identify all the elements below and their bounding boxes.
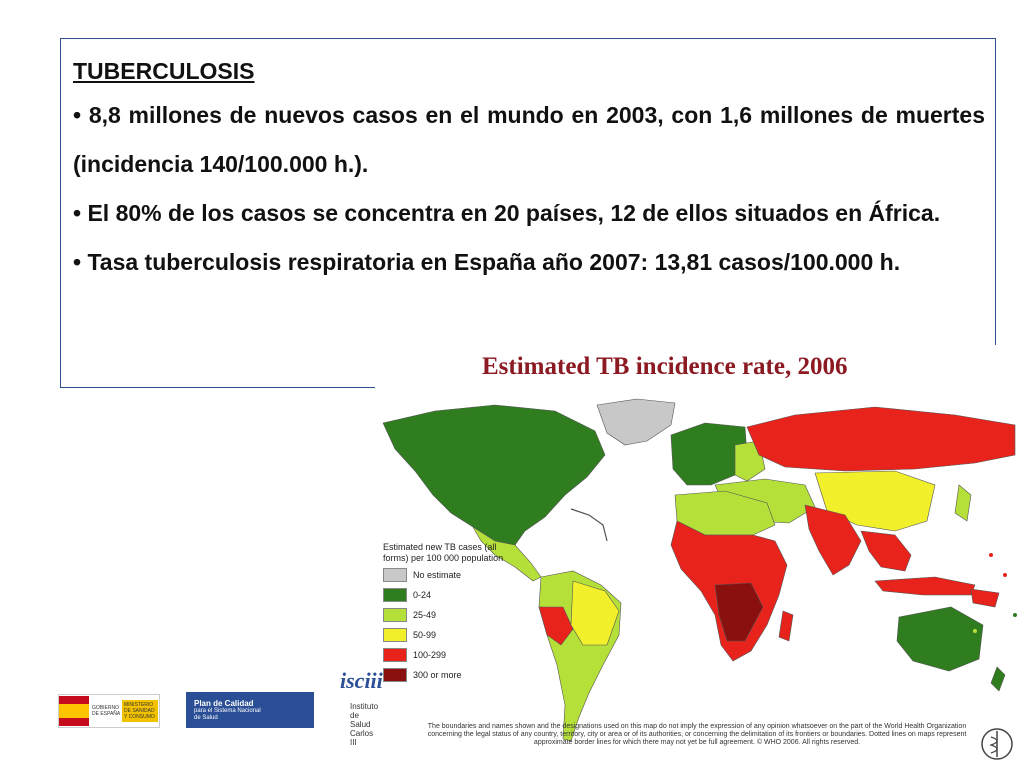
- world-map: [382, 398, 1017, 742]
- tb-map-panel: Estimated TB incidence rate, 2006: [375, 345, 1024, 768]
- region-australia: [896, 606, 984, 672]
- region-greenland: [596, 398, 676, 446]
- legend-item: 25-49: [383, 605, 543, 624]
- bullet-3: • Tasa tuberculosis respiratoria en Espa…: [73, 249, 901, 275]
- bullet-1: • 8,8 millones de nuevos casos en el mun…: [73, 102, 985, 177]
- map-disclaimer: The boundaries and names shown and the d…: [427, 723, 967, 746]
- region-south-asia: [804, 504, 862, 576]
- isciii-label: Instituto de Salud Carlos III: [350, 702, 378, 747]
- bullet-2: • El 80% de los casos se concentra en 20…: [73, 200, 941, 226]
- legend-item: 50-99: [383, 625, 543, 644]
- spain-flag-icon: [59, 696, 89, 726]
- region-madagascar: [778, 610, 794, 642]
- legend-swatch: [383, 667, 407, 682]
- region-papua: [970, 588, 1000, 608]
- legend-item: 0-24: [383, 585, 543, 604]
- region-peru-bolivia: [538, 606, 574, 646]
- text-panel: TUBERCULOSIS • 8,8 millones de nuevos ca…: [60, 38, 996, 388]
- slide-heading: TUBERCULOSIS: [73, 58, 255, 84]
- legend-swatch: [383, 627, 407, 642]
- legend-label: 0-24: [413, 589, 432, 600]
- logos-bar: GOBIERNO DE ESPAÑA MINISTERIO DE SANIDAD…: [0, 660, 383, 768]
- region-central-america: [472, 526, 542, 582]
- map-title: Estimated TB incidence rate, 2006: [482, 353, 848, 380]
- legend-title: Estimated new TB cases (all forms) per 1…: [383, 542, 504, 563]
- region-brazil: [570, 580, 620, 646]
- region-north-america: [382, 404, 606, 546]
- region-caribbean: [570, 508, 608, 542]
- legend-label: No estimate: [413, 569, 462, 580]
- legend-swatch: [383, 567, 407, 582]
- region-japan: [954, 484, 972, 522]
- legend-swatch: [383, 607, 407, 622]
- region-southern-africa: [714, 582, 764, 642]
- plan-calidad-logo: Plan de Calidad para el Sistema Nacional…: [186, 692, 314, 728]
- isciii-logo: isciii: [340, 668, 383, 693]
- map-legend: Estimated new TB cases (all forms) per 1…: [383, 542, 543, 684]
- region-indonesia: [874, 576, 976, 596]
- legend-label: 50-99: [413, 629, 437, 640]
- gov-logo: GOBIERNO DE ESPAÑA MINISTERIO DE SANIDAD…: [58, 694, 160, 728]
- legend-swatch: [383, 647, 407, 662]
- legend-label: 300 or more: [413, 669, 462, 680]
- plan-line1: Plan de Calidad: [194, 698, 254, 708]
- legend-label: 25-49: [413, 609, 437, 620]
- ministry-label: MINISTERIO DE SANIDAD Y CONSUMO: [122, 700, 158, 722]
- legend-swatch: [383, 587, 407, 602]
- region-southeast-asia: [860, 530, 912, 572]
- region-russia: [746, 406, 1016, 472]
- who-emblem-icon: [981, 728, 1013, 760]
- legend-item: 100-299: [383, 645, 543, 664]
- plan-line2: para el Sistema Nacional de Salud: [194, 707, 261, 721]
- region-new-zealand: [990, 666, 1006, 692]
- legend-item: 300 or more: [383, 665, 543, 684]
- legend-label: 100-299: [413, 649, 447, 660]
- legend-item: No estimate: [383, 565, 543, 584]
- gov-label: GOBIERNO DE ESPAÑA: [92, 705, 121, 717]
